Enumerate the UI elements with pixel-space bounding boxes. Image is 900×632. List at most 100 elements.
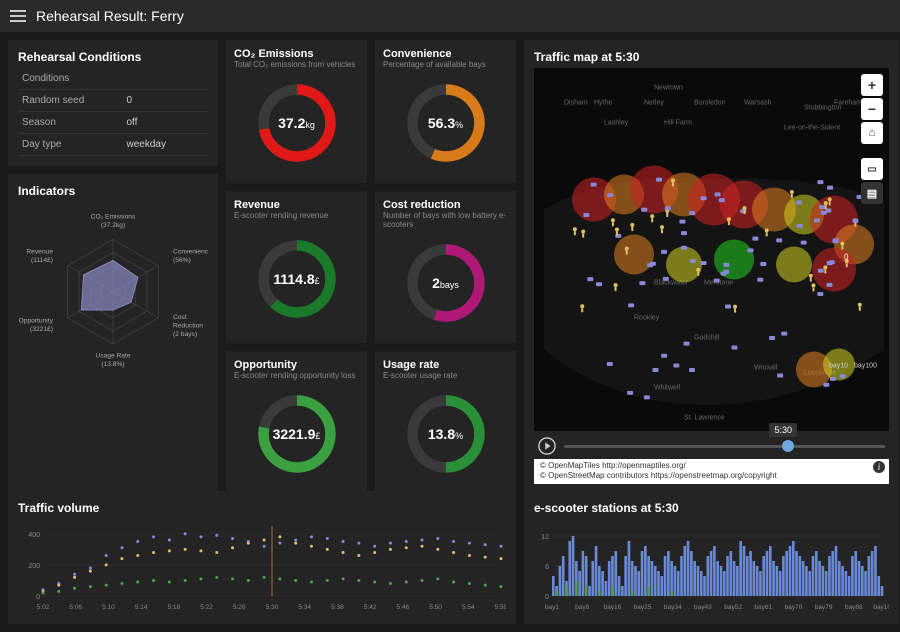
svg-text:bay70: bay70 [785, 604, 803, 611]
kpi-grid: CO₂ Emissions Total CO₂ emissions from v… [226, 40, 516, 494]
kpi-title: Convenience [383, 48, 508, 60]
map-panel: Traffic map at 5:30 NewtownDishamHytheNe… [524, 40, 899, 494]
svg-text:St. Lawrence: St. Lawrence [684, 415, 725, 422]
menu-icon[interactable] [10, 10, 26, 22]
layers-button[interactable]: ▤ [861, 182, 883, 204]
stations-title: e-scooter stations at 5:30 [534, 501, 889, 515]
conditions-title: Rehearsal Conditions [18, 50, 208, 64]
svg-text:(2 bays): (2 bays) [173, 331, 197, 338]
map-canvas[interactable]: NewtownDishamHytheNetleyBursledonWarsash… [534, 68, 889, 431]
svg-text:5:26: 5:26 [233, 604, 246, 611]
kpi-subtitle: E-scooter rending opportunity loss [234, 371, 359, 381]
svg-text:bay34: bay34 [664, 604, 682, 611]
svg-text:(13.8%): (13.8%) [101, 361, 124, 368]
svg-text:bay16: bay16 [604, 604, 622, 611]
kpi-title: CO₂ Emissions [234, 48, 359, 60]
cond-val: 0 [123, 90, 209, 112]
kpi-value: 3221.9£ [273, 426, 321, 442]
info-icon[interactable]: i [873, 461, 885, 473]
svg-text:Fareham: Fareham [834, 100, 862, 107]
time-slider[interactable]: 5:30 [564, 445, 885, 448]
svg-text:Lee-on-the-Solent: Lee-on-the-Solent [784, 125, 840, 132]
stations-panel: e-scooter stations at 5:30 0612bay1bay8b… [524, 491, 899, 624]
kpi-value: 56.3% [428, 115, 463, 131]
cond-key: Day type [18, 134, 123, 156]
svg-text:200: 200 [28, 563, 40, 570]
kpi-title: Usage rate [383, 359, 508, 371]
svg-text:bay61: bay61 [754, 604, 772, 611]
svg-text:(3221£): (3221£) [30, 326, 53, 333]
svg-text:5:50: 5:50 [429, 604, 442, 611]
kpi-title: Revenue [234, 199, 359, 211]
svg-text:5:14: 5:14 [135, 604, 148, 611]
svg-text:bay88: bay88 [845, 604, 863, 611]
rect-select-button[interactable]: ▭ [861, 158, 883, 180]
svg-text:5:06: 5:06 [69, 604, 82, 611]
kpi-card: CO₂ Emissions Total CO₂ emissions from v… [226, 40, 367, 183]
svg-text:Cost: Cost [173, 314, 187, 321]
play-button[interactable] [538, 437, 556, 455]
kpi-card: Opportunity E-scooter rending opportunit… [226, 351, 367, 494]
svg-text:bay100: bay100 [854, 363, 877, 370]
page-title: Rehearsal Result: Ferry [36, 8, 184, 24]
kpi-value: 2bays [432, 275, 459, 291]
svg-text:bay1: bay1 [545, 604, 559, 611]
svg-text:Newtown: Newtown [654, 85, 683, 92]
svg-text:bay10: bay10 [829, 363, 848, 370]
svg-text:bay8: bay8 [575, 604, 589, 611]
svg-text:(1114£): (1114£) [31, 257, 53, 264]
kpi-card: Cost reduction Number of bays with low b… [375, 191, 516, 343]
stations-chart: 0612bay1bay8bay16bay25bay34bay43bay52bay… [534, 521, 889, 611]
cond-key: Season [18, 112, 123, 134]
kpi-card: Convenience Percentage of available bays… [375, 40, 516, 183]
svg-text:6: 6 [545, 564, 549, 571]
svg-text:Warsash: Warsash [744, 100, 771, 107]
radar-chart: CO₂ Emissions(37.2kg)Convenience(56%)Cos… [18, 202, 208, 372]
traffic-chart: 02004005:025:065:105:145:185:225:265:305… [18, 521, 506, 611]
svg-text:5:38: 5:38 [331, 604, 344, 611]
zoom-out-button[interactable]: − [861, 98, 883, 120]
cond-key: Conditions [18, 68, 123, 90]
svg-text:Whitwell: Whitwell [654, 385, 681, 392]
conditions-panel: Rehearsal Conditions ConditionsRandom se… [8, 40, 218, 166]
svg-text:5:22: 5:22 [200, 604, 213, 611]
traffic-title: Traffic volume [18, 501, 506, 515]
slider-thumb[interactable] [782, 440, 794, 452]
map-controls: + − ⌂ ▭ ▤ [861, 74, 883, 204]
svg-text:0: 0 [36, 594, 40, 601]
top-bar: Rehearsal Result: Ferry [0, 0, 900, 32]
svg-text:5:42: 5:42 [364, 604, 377, 611]
table-row: Random seed0 [18, 90, 208, 112]
conditions-table: ConditionsRandom seed0SeasonoffDay typew… [18, 68, 208, 156]
table-row: Conditions [18, 68, 208, 90]
svg-text:5:46: 5:46 [397, 604, 410, 611]
cond-val: weekday [123, 134, 209, 156]
kpi-title: Cost reduction [383, 199, 508, 211]
svg-text:Usage Rate: Usage Rate [95, 352, 130, 359]
cond-val: off [123, 112, 209, 134]
svg-text:Hythe: Hythe [594, 100, 612, 107]
svg-text:Wroxall: Wroxall [754, 365, 778, 372]
svg-text:Netley: Netley [644, 100, 664, 107]
kpi-value: 13.8% [428, 426, 463, 442]
svg-text:5:54: 5:54 [462, 604, 475, 611]
cond-key: Random seed [18, 90, 123, 112]
svg-text:Rookley: Rookley [634, 315, 660, 322]
svg-text:5:30: 5:30 [266, 604, 279, 611]
table-row: Seasonoff [18, 112, 208, 134]
slider-time-label: 5:30 [769, 423, 797, 437]
indicators-panel: Indicators CO₂ Emissions(37.2kg)Convenie… [8, 174, 218, 494]
home-button[interactable]: ⌂ [861, 122, 883, 144]
svg-text:Convenience: Convenience [173, 248, 208, 255]
svg-text:(56%): (56%) [173, 257, 191, 264]
kpi-subtitle: E-scooter rending revenue [234, 211, 359, 221]
kpi-subtitle: E-scooter usage rate [383, 371, 508, 381]
svg-text:5:10: 5:10 [102, 604, 115, 611]
cond-val [123, 68, 209, 90]
kpi-subtitle: Percentage of available bays [383, 60, 508, 70]
svg-text:Disham: Disham [564, 100, 588, 107]
svg-text:Opportunity: Opportunity [19, 318, 54, 325]
kpi-value: 37.2kg [278, 115, 315, 131]
svg-text:bay25: bay25 [634, 604, 652, 611]
zoom-in-button[interactable]: + [861, 74, 883, 96]
